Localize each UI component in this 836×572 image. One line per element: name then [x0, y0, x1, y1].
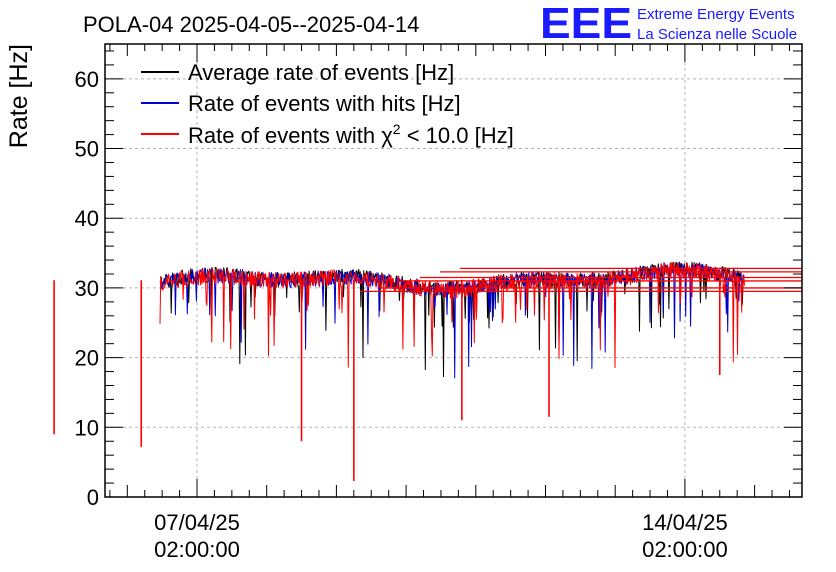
- y-tick-label-50: 50: [75, 137, 99, 162]
- legend-chi2-prefix: Rate of events with: [188, 123, 381, 148]
- legend-chi2-sup: 2: [393, 121, 401, 137]
- eee-logo: EEE Extreme Energy Events La Scienza nel…: [540, 0, 797, 48]
- x-tick-label-date-1: 14/04/25: [642, 510, 728, 535]
- data-series: [53, 261, 802, 481]
- y-tick-label-60: 60: [75, 67, 99, 92]
- y-axis-ticks: 0 10 20 30 40 50 60: [75, 50, 802, 510]
- y-axis-label: Rate [Hz]: [5, 44, 33, 148]
- chart-title: POLA-04 2025-04-05--2025-04-14: [83, 12, 419, 37]
- legend-label-hits: Rate of events with hits [Hz]: [188, 91, 461, 116]
- y-tick-label-10: 10: [75, 415, 99, 440]
- logo-line1: Extreme Energy Events: [637, 6, 795, 23]
- y-tick-label-30: 30: [75, 276, 99, 301]
- y-tick-label-40: 40: [75, 206, 99, 231]
- y-tick-label-20: 20: [75, 346, 99, 371]
- legend-chi2-suffix: < 10.0 [Hz]: [401, 123, 514, 148]
- y-tick-label-0: 0: [87, 485, 99, 510]
- plot-frame-border: [104, 43, 803, 498]
- x-tick-label-date-0: 07/04/25: [154, 510, 240, 535]
- legend-label-average: Average rate of events [Hz]: [188, 60, 454, 85]
- x-tick-label-time-0: 02:00:00: [154, 537, 240, 562]
- legend-label-chi2: Rate of events with χ2 < 10.0 [Hz]: [188, 121, 514, 148]
- series-line-2: [159, 261, 745, 369]
- logo-line2: La Scienza nelle Scuole: [637, 26, 797, 43]
- logo-mark: EEE: [540, 0, 632, 48]
- legend-chi2-symbol: χ: [381, 123, 393, 148]
- x-tick-label-time-1: 02:00:00: [642, 537, 728, 562]
- plot-frame: [104, 43, 803, 498]
- legend: Average rate of events [Hz] Rate of even…: [141, 60, 514, 148]
